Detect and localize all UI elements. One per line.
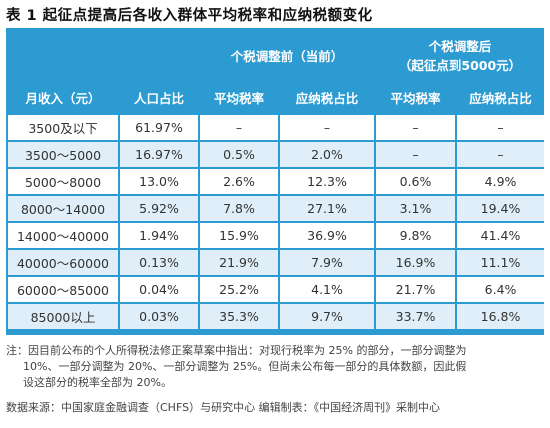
header-tax-share-after: 应纳税占比 bbox=[457, 82, 545, 113]
table-row: 3500～5000 16.97% 0.5% 2.0% – – bbox=[8, 142, 545, 167]
cell-rate-before: 25.2% bbox=[200, 277, 278, 302]
cell-population: 16.97% bbox=[120, 142, 198, 167]
cell-share-after: – bbox=[457, 142, 545, 167]
cell-share-before: 9.7% bbox=[280, 304, 375, 329]
table-row: 5000～8000 13.0% 2.6% 12.3% 0.6% 4.9% bbox=[8, 169, 545, 194]
table-row: 85000以上 0.03% 35.3% 9.7% 33.7% 16.8% bbox=[8, 304, 545, 329]
cell-income: 60000～85000 bbox=[8, 277, 118, 302]
table-row: 14000～40000 1.94% 15.9% 36.9% 9.8% 41.4% bbox=[8, 223, 545, 248]
cell-share-before: 27.1% bbox=[280, 196, 375, 221]
cell-rate-before: 7.8% bbox=[200, 196, 278, 221]
header-group-before: 个税调整前（当前） bbox=[200, 30, 375, 80]
cell-share-before: 36.9% bbox=[280, 223, 375, 248]
footnote-line-3: 设这部分的税率全部为 20%。 bbox=[23, 376, 172, 389]
cell-rate-after: 0.6% bbox=[376, 169, 456, 194]
cell-population: 5.92% bbox=[120, 196, 198, 221]
footnote-line-1: 注：因目前公布的个人所得税法修正案草案中指出：对现行税率为 25% 的部分，一部… bbox=[6, 344, 467, 357]
cell-income: 8000～14000 bbox=[8, 196, 118, 221]
cell-population: 61.97% bbox=[120, 115, 198, 140]
cell-share-after: – bbox=[457, 115, 545, 140]
cell-rate-before: 2.6% bbox=[200, 169, 278, 194]
cell-share-after: 16.8% bbox=[457, 304, 545, 329]
cell-population: 13.0% bbox=[120, 169, 198, 194]
cell-share-before: 2.0% bbox=[280, 142, 375, 167]
cell-population: 0.03% bbox=[120, 304, 198, 329]
header-blank-cell bbox=[8, 30, 118, 80]
tax-table: 个税调整前（当前） 个税调整后 （起征点到5000元） 月收入（元） 人口占比 … bbox=[6, 28, 546, 335]
header-group-after-line1: 个税调整后 bbox=[428, 39, 492, 54]
header-group-after-line2: （起征点到5000元） bbox=[398, 58, 522, 73]
cell-population: 0.13% bbox=[120, 250, 198, 275]
cell-rate-before: 15.9% bbox=[200, 223, 278, 248]
cell-population: 1.94% bbox=[120, 223, 198, 248]
cell-income: 3500～5000 bbox=[8, 142, 118, 167]
footnote-line-2: 10%、一部分调整为 20%、一部分调整为 25%。但尚未公布每一部分的具体数额… bbox=[23, 360, 467, 373]
cell-rate-after: 21.7% bbox=[376, 277, 456, 302]
cell-rate-after: 3.1% bbox=[376, 196, 456, 221]
cell-share-after: 6.4% bbox=[457, 277, 545, 302]
header-blank-cell-2 bbox=[120, 30, 198, 80]
header-income: 月收入（元） bbox=[8, 82, 118, 113]
cell-rate-before: 0.5% bbox=[200, 142, 278, 167]
header-group-after: 个税调整后 （起征点到5000元） bbox=[376, 30, 545, 80]
header-population: 人口占比 bbox=[120, 82, 198, 113]
tax-data-table: 个税调整前（当前） 个税调整后 （起征点到5000元） 月收入（元） 人口占比 … bbox=[6, 28, 546, 331]
cell-rate-before: 35.3% bbox=[200, 304, 278, 329]
cell-share-before: 12.3% bbox=[280, 169, 375, 194]
table-title: 表 1 起征点提高后各收入群体平均税率和应纳税额变化 bbox=[6, 8, 373, 24]
cell-share-before: – bbox=[280, 115, 375, 140]
header-tax-share-before: 应纳税占比 bbox=[280, 82, 375, 113]
cell-share-before: 7.9% bbox=[280, 250, 375, 275]
header-avg-rate-after: 平均税率 bbox=[376, 82, 456, 113]
cell-rate-after: 33.7% bbox=[376, 304, 456, 329]
cell-income: 85000以上 bbox=[8, 304, 118, 329]
footnote: 注：因目前公布的个人所得税法修正案草案中指出：对现行税率为 25% 的部分，一部… bbox=[6, 343, 546, 391]
cell-population: 0.04% bbox=[120, 277, 198, 302]
table-row: 60000～85000 0.04% 25.2% 4.1% 21.7% 6.4% bbox=[8, 277, 545, 302]
cell-share-after: 11.1% bbox=[457, 250, 545, 275]
cell-rate-before: – bbox=[200, 115, 278, 140]
table-row: 8000～14000 5.92% 7.8% 27.1% 3.1% 19.4% bbox=[8, 196, 545, 221]
cell-income: 40000～60000 bbox=[8, 250, 118, 275]
cell-share-before: 4.1% bbox=[280, 277, 375, 302]
cell-rate-after: 9.8% bbox=[376, 223, 456, 248]
cell-income: 14000～40000 bbox=[8, 223, 118, 248]
cell-income: 5000～8000 bbox=[8, 169, 118, 194]
cell-rate-after: – bbox=[376, 115, 456, 140]
table-row: 40000～60000 0.13% 21.9% 7.9% 16.9% 11.1% bbox=[8, 250, 545, 275]
cell-share-after: 4.9% bbox=[457, 169, 545, 194]
cell-share-after: 19.4% bbox=[457, 196, 545, 221]
cell-rate-after: – bbox=[376, 142, 456, 167]
cell-rate-before: 21.9% bbox=[200, 250, 278, 275]
cell-rate-after: 16.9% bbox=[376, 250, 456, 275]
header-avg-rate-before: 平均税率 bbox=[200, 82, 278, 113]
table-row: 3500及以下 61.97% – – – – bbox=[8, 115, 545, 140]
cell-income: 3500及以下 bbox=[8, 115, 118, 140]
data-source: 数据来源：中国家庭金融调查（CHFS）与研究中心 编辑制表：《中国经济周刊》采制… bbox=[6, 401, 441, 414]
cell-share-after: 41.4% bbox=[457, 223, 545, 248]
